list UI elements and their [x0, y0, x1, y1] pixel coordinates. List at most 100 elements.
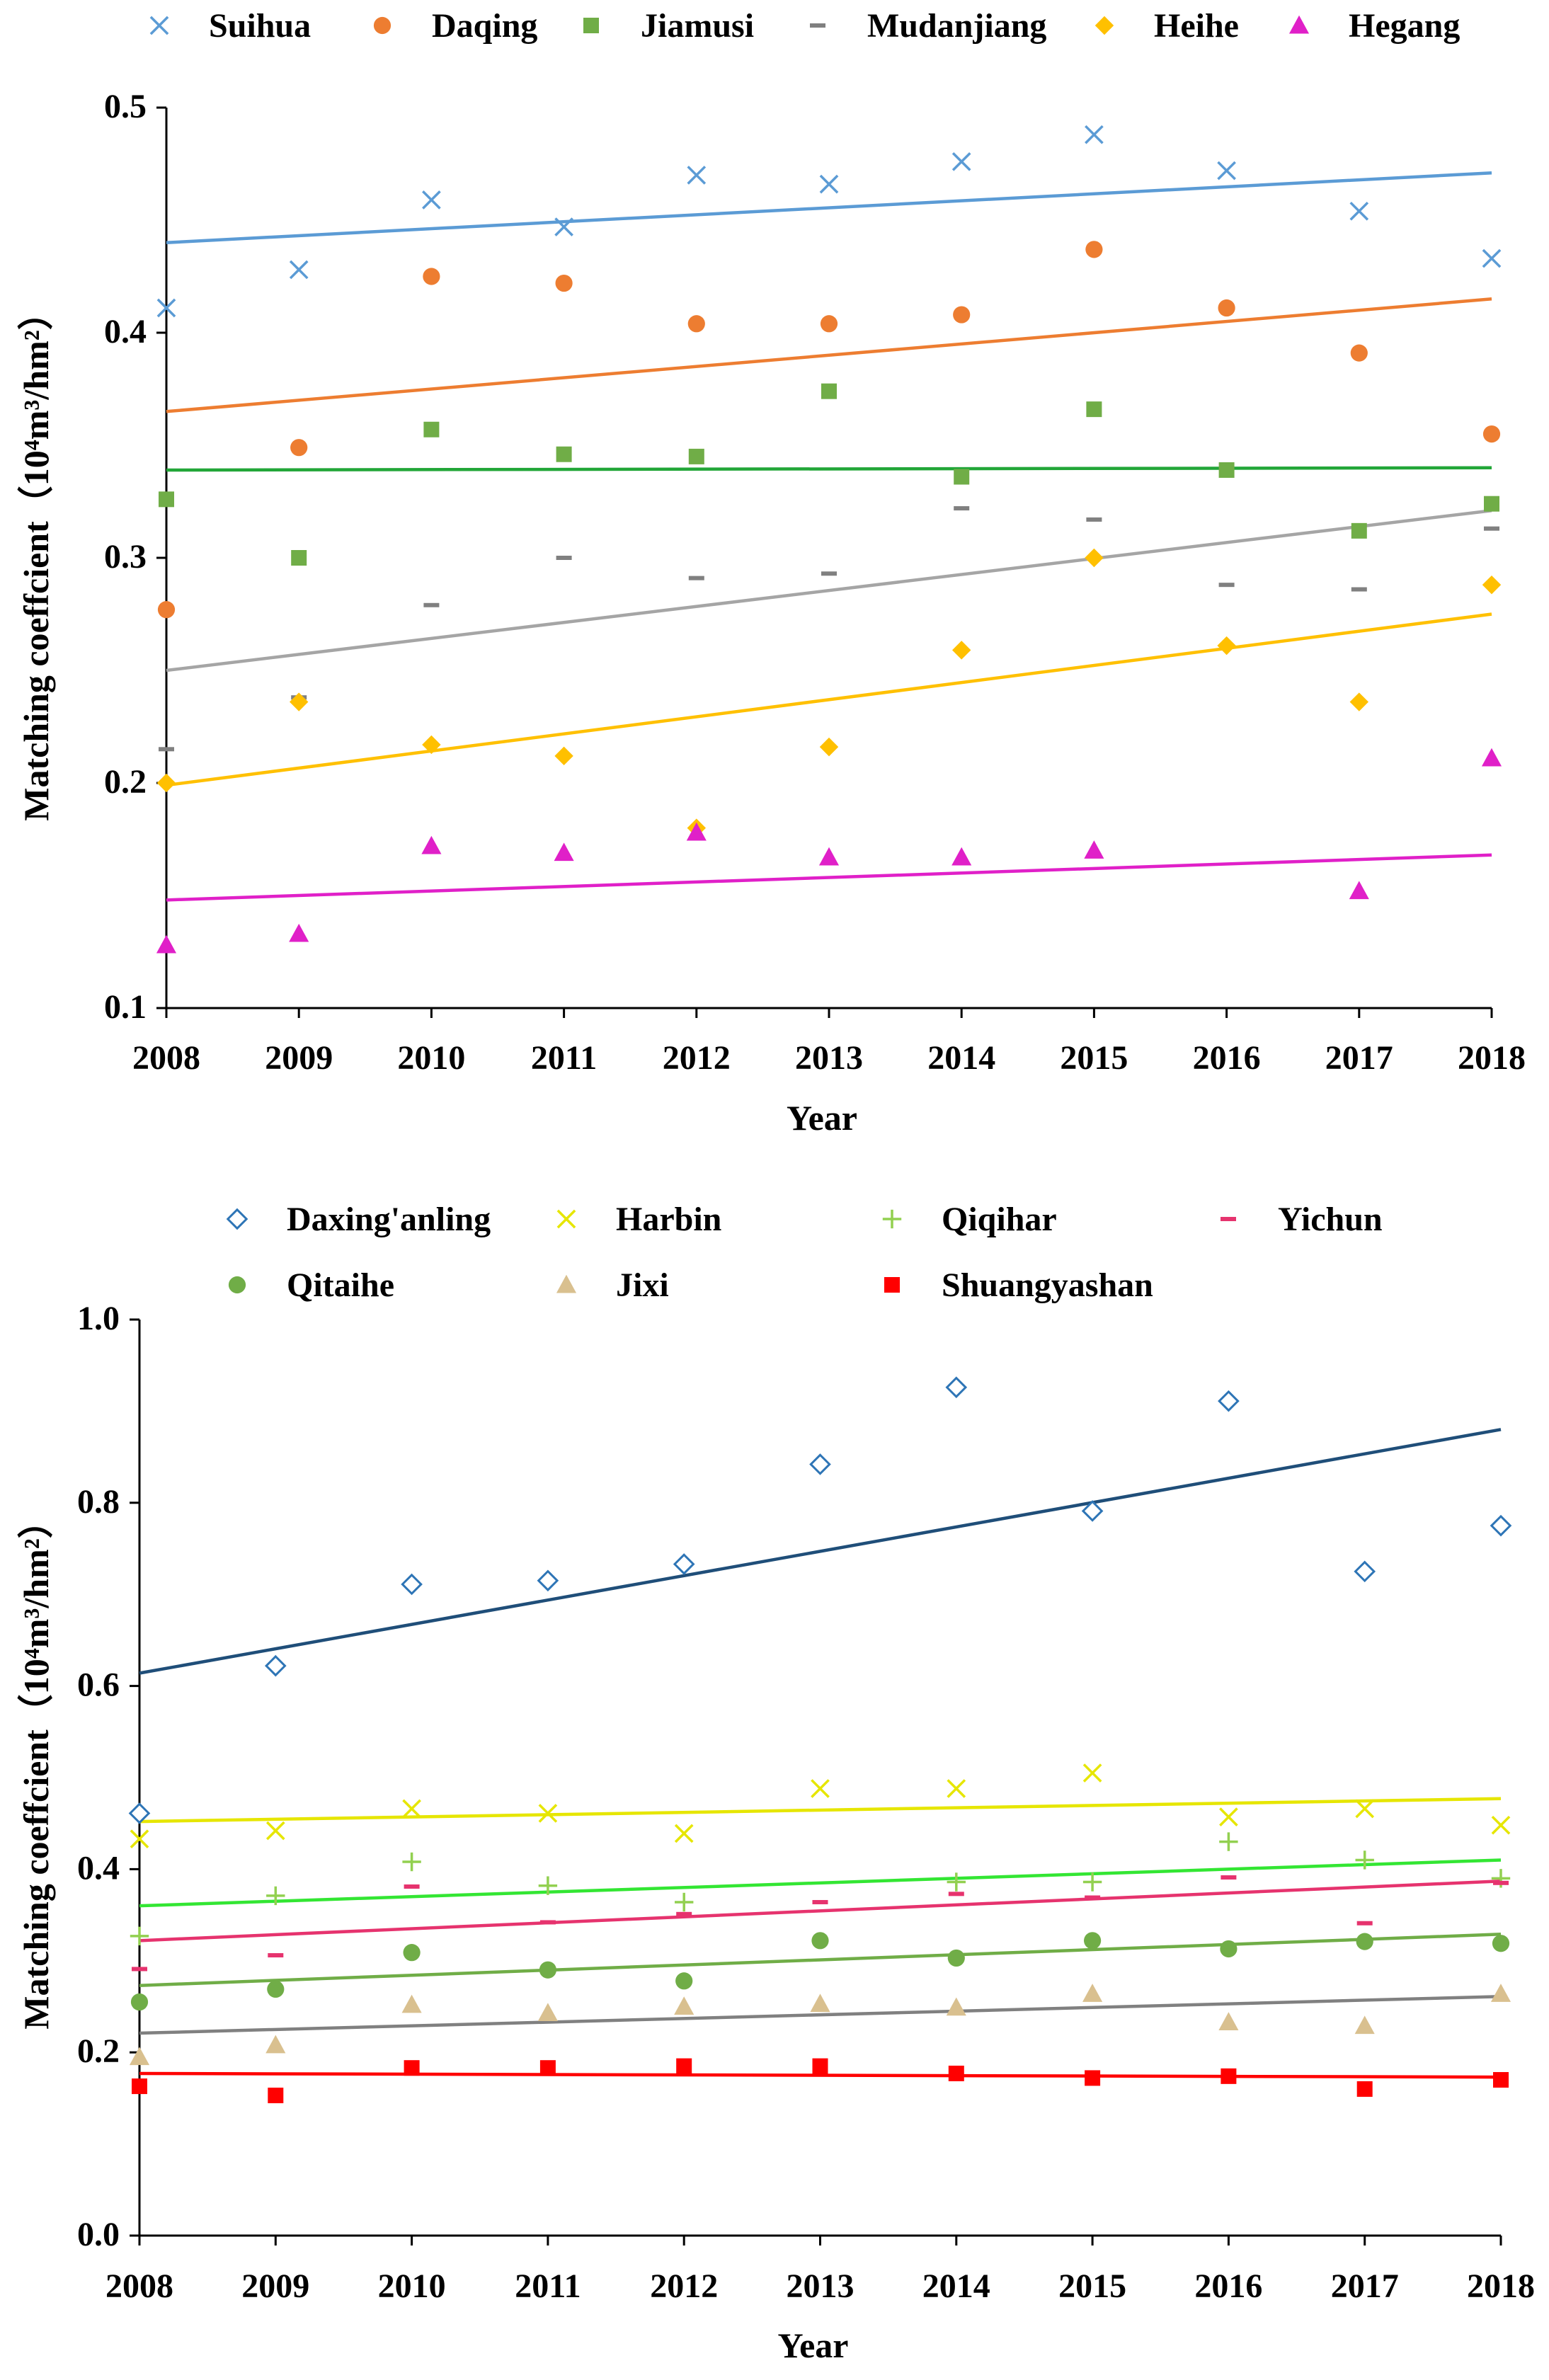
- point-qitaihe: [267, 1980, 285, 1998]
- x-tick-label: 2009: [265, 1039, 333, 1077]
- point-hegang: [1084, 840, 1104, 859]
- point-yichun: [132, 1967, 147, 1972]
- point-hegang: [818, 847, 840, 866]
- point-daqing: [687, 315, 705, 333]
- point-shuangyashan: [948, 2065, 964, 2081]
- point-shuangyashan: [1493, 2072, 1509, 2088]
- y-tick-label: 1.0: [77, 1300, 120, 1337]
- point-hegang: [686, 822, 707, 841]
- legend-label-qiqihar: Qiqihar: [942, 1201, 1057, 1238]
- y-tick-label: 0.6: [77, 1666, 120, 1704]
- legend-label-hegang: Hegang: [1349, 7, 1460, 45]
- legend-label-jiamusi: Jiamusi: [641, 7, 754, 45]
- point-daxing-anling: [945, 1376, 968, 1399]
- point-heihe: [819, 737, 839, 757]
- point-jixi: [1354, 2015, 1375, 2035]
- y-tick-label: 0.5: [104, 88, 147, 125]
- point-jixi: [129, 2047, 150, 2066]
- point-yichun: [1085, 1895, 1101, 1900]
- point-hegang: [421, 835, 442, 854]
- point-heihe: [1217, 636, 1236, 656]
- point-daxing-anling: [673, 1553, 695, 1575]
- point-heihe: [554, 746, 573, 766]
- point-daqing: [1350, 344, 1368, 362]
- point-qiqihar: [675, 1892, 694, 1912]
- point-jiamusi: [954, 469, 970, 485]
- x-axis-title: Year: [778, 2325, 849, 2365]
- point-hegang: [951, 847, 972, 866]
- legend-marker-mudanjiang: [810, 23, 825, 28]
- y-tick-label: 0.2: [77, 2032, 120, 2070]
- point-qitaihe: [1084, 1932, 1102, 1950]
- point-shuangyashan: [1356, 2081, 1373, 2097]
- point-daxing-anling: [264, 1654, 287, 1677]
- point-hegang: [156, 934, 177, 954]
- point-daxing-anling: [1218, 1390, 1240, 1412]
- point-mudanjiang: [1086, 517, 1102, 522]
- point-shuangyashan: [676, 2058, 692, 2074]
- point-heihe: [1349, 692, 1368, 711]
- point-daxing-anling: [1354, 1560, 1376, 1583]
- point-shuangyashan: [404, 2060, 420, 2076]
- point-jixi: [946, 1997, 966, 2016]
- point-jiamusi: [1351, 522, 1367, 539]
- bottom-chart: 0.0 0.2 0.4 0.6 0.8 1.0 2008 2009 2010 2011 2012 20…: [16, 1201, 1535, 2365]
- point-daqing: [820, 315, 838, 333]
- trendline-harbin: [139, 1797, 1502, 1824]
- point-daxing-anling: [1081, 1500, 1104, 1522]
- point-suihua: [819, 174, 839, 194]
- point-heihe: [290, 692, 309, 711]
- point-suihua-stroke-b: [687, 166, 707, 185]
- point-suihua-stroke-b: [1085, 125, 1104, 144]
- point-mudanjiang: [159, 747, 174, 752]
- point-suihua-stroke-b: [1217, 161, 1236, 181]
- point-harbin-stroke-b: [130, 1829, 149, 1849]
- point-harbin: [811, 1779, 830, 1798]
- point-jiamusi: [423, 421, 440, 437]
- x-tick-label: 2014: [927, 1039, 995, 1077]
- point-yichun: [1221, 1875, 1237, 1880]
- point-harbin: [402, 1799, 421, 1819]
- point-mudanjiang: [556, 556, 572, 560]
- point-heihe: [1482, 575, 1502, 595]
- point-jiamusi: [688, 448, 704, 464]
- legend-marker-hegang: [1288, 15, 1310, 34]
- y-tick-label: 0.2: [104, 763, 147, 801]
- x-tick-label: 2012: [650, 2267, 718, 2305]
- point-qiqihar: [538, 1876, 558, 1895]
- point-yichun: [268, 1953, 284, 1958]
- point-yichun: [812, 1899, 828, 1904]
- point-suihua: [289, 260, 309, 280]
- point-hegang: [289, 923, 309, 942]
- point-qiqihar: [130, 1926, 149, 1946]
- point-suihua-stroke-b: [951, 151, 971, 171]
- point-jixi: [265, 2035, 286, 2054]
- point-harbin-stroke-b: [265, 1821, 285, 1841]
- point-daxing-anling: [537, 1569, 559, 1592]
- point-jiamusi: [1086, 401, 1102, 418]
- point-daqing: [953, 306, 971, 324]
- point-qitaihe: [1492, 1935, 1510, 1952]
- point-jiamusi: [159, 491, 174, 508]
- legend-marker-daxing-anling: [226, 1208, 248, 1230]
- legend-label-harbin: Harbin: [616, 1201, 721, 1238]
- point-qiqihar: [1219, 1832, 1238, 1851]
- legend-label-qitaihe: Qitaihe: [287, 1266, 394, 1304]
- legend-marker-daqing: [373, 16, 391, 35]
- point-daxing-anling: [1490, 1514, 1512, 1537]
- legend-marker-harbin-stroke-b: [556, 1209, 576, 1229]
- point-mudanjiang: [1484, 526, 1499, 531]
- point-harbin: [130, 1829, 149, 1849]
- y-axis-title: Matching coeffcient（10⁴m³/hm²）: [16, 1503, 56, 2029]
- point-jixi: [1490, 1984, 1511, 2002]
- x-tick-label: 2013: [795, 1039, 863, 1077]
- point-yichun: [1493, 1880, 1509, 1885]
- y-tick-label: 0.8: [77, 1483, 120, 1521]
- trendline-yichun: [139, 1879, 1502, 1943]
- point-yichun: [676, 1911, 692, 1916]
- point-jixi: [401, 1994, 422, 2013]
- x-tick-label: 2015: [1058, 2267, 1126, 2305]
- x-tick-label: 2015: [1060, 1039, 1128, 1077]
- point-heihe: [422, 735, 441, 755]
- y-tick-label: 0.4: [104, 313, 147, 350]
